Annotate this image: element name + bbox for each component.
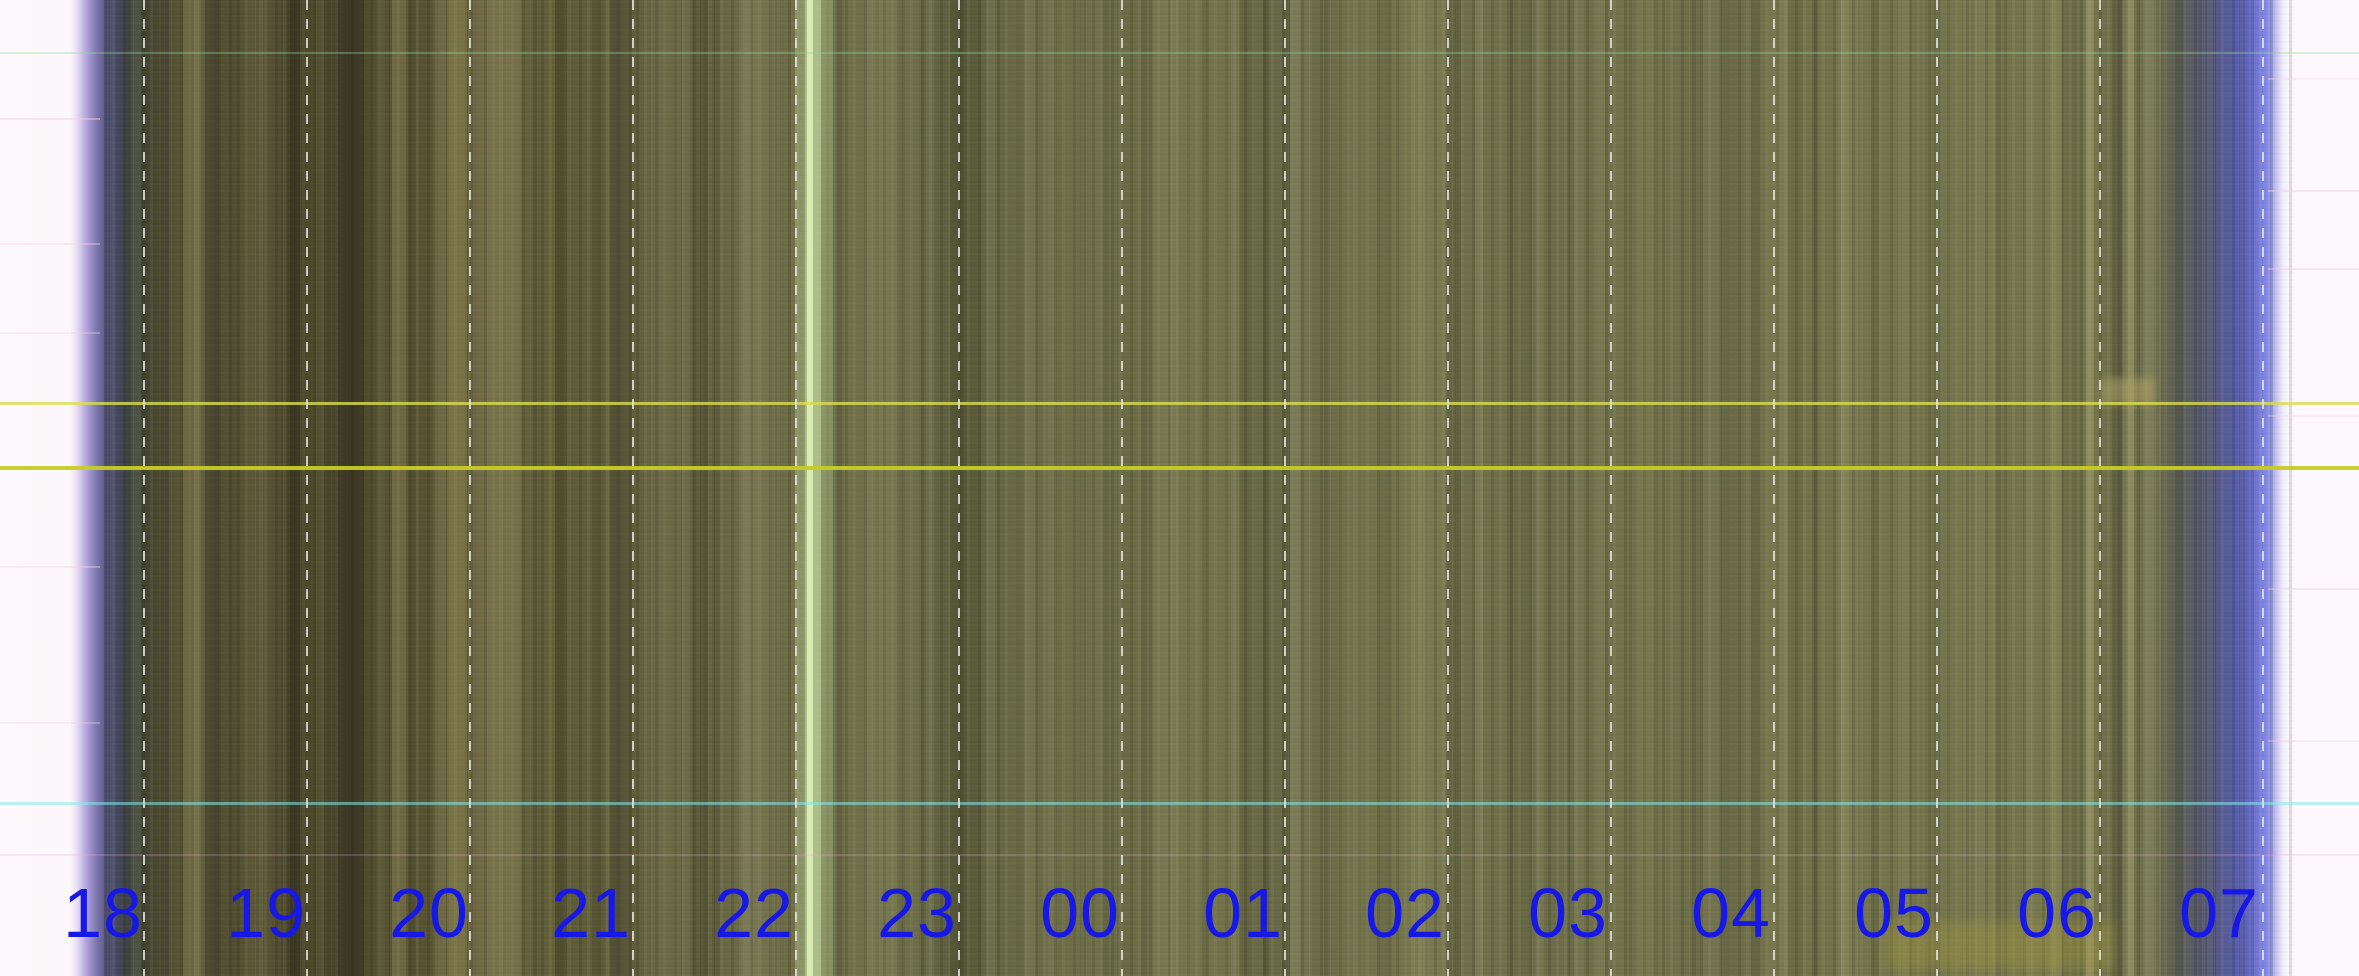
margin-streak: [0, 243, 100, 245]
hour-tick-label: 20: [389, 874, 469, 952]
light-streak: [392, 0, 406, 976]
warm-smudge: [2100, 378, 2155, 404]
hour-tick-label: 05: [1854, 874, 1934, 952]
dark-streak: [555, 0, 567, 976]
hour-tick-label: 03: [1528, 874, 1608, 952]
margin-streak: [2268, 190, 2359, 192]
hour-tick-label: 04: [1691, 874, 1771, 952]
margin-streak: [2268, 588, 2359, 590]
light-streak: [2052, 0, 2062, 976]
margin-streak: [2268, 740, 2359, 742]
dark-streak: [290, 0, 300, 976]
margin-streak: [0, 566, 100, 568]
hour-tick-label: 07: [2179, 874, 2259, 952]
hour-gridline: [1936, 0, 1938, 976]
hour-gridline: [1284, 0, 1286, 976]
faint-green-line: [0, 52, 2359, 54]
light-streak: [1177, 0, 1232, 976]
hour-gridline: [1447, 0, 1449, 976]
warm-smudge: [1885, 922, 2115, 970]
hour-tick-label: 18: [63, 874, 143, 952]
hour-tick-label: 00: [1040, 874, 1120, 952]
hour-tick-label: 21: [551, 874, 631, 952]
margin-streak: [0, 118, 100, 120]
margin-streak: [0, 332, 100, 334]
dark-streak: [338, 0, 364, 976]
light-streak: [1042, 0, 1102, 976]
cyan-line: [0, 802, 2359, 805]
hour-tick-label: 23: [877, 874, 957, 952]
hour-gridline: [1610, 0, 1612, 976]
hour-tick-label: 02: [1365, 874, 1445, 952]
light-streak: [1922, 0, 1962, 976]
hour-gridline: [1773, 0, 1775, 976]
dark-streak: [1455, 0, 1461, 976]
yellow-line-lower: [0, 466, 2359, 470]
warm-streak: [2086, 0, 2094, 976]
bright-green-streak-core: [807, 0, 813, 976]
yellow-line-upper: [0, 402, 2359, 405]
light-streak: [1411, 0, 1425, 976]
light-streak: [2128, 0, 2134, 976]
hour-tick-label: 22: [714, 874, 794, 952]
light-streak: [2143, 0, 2161, 976]
dark-streak: [1720, 0, 1730, 976]
light-streak: [651, 0, 681, 976]
light-streak: [447, 0, 467, 976]
dark-streak: [1282, 0, 1290, 976]
light-streak: [487, 0, 521, 976]
hour-gridline: [306, 0, 308, 976]
light-streak: [1637, 0, 1653, 976]
light-streak: [869, 0, 919, 976]
hour-gridline: [958, 0, 960, 976]
hour-tick-label: 19: [226, 874, 306, 952]
dark-streak: [2112, 0, 2122, 976]
dark-streak: [610, 0, 632, 976]
hour-gridline: [795, 0, 797, 976]
hour-tick-label: 01: [1203, 874, 1283, 952]
light-streak: [1338, 0, 1398, 976]
hour-gridline: [469, 0, 471, 976]
hour-gridline: [632, 0, 634, 976]
dark-streak: [700, 0, 708, 976]
hour-gridline: [2099, 0, 2101, 976]
hour-tick-label: 06: [2017, 874, 2097, 952]
margin-streak: [0, 722, 100, 724]
light-streak: [183, 0, 201, 976]
faint-pink-line: [0, 854, 2359, 856]
light-streak: [741, 0, 781, 976]
hour-gridline: [143, 0, 145, 976]
margin-streak: [2268, 415, 2359, 417]
dark-streak: [205, 0, 219, 976]
hour-gridline: [1121, 0, 1123, 976]
hour-gridline: [2262, 0, 2264, 976]
margin-streak: [2268, 78, 2359, 80]
margin-streak: [2268, 268, 2359, 270]
